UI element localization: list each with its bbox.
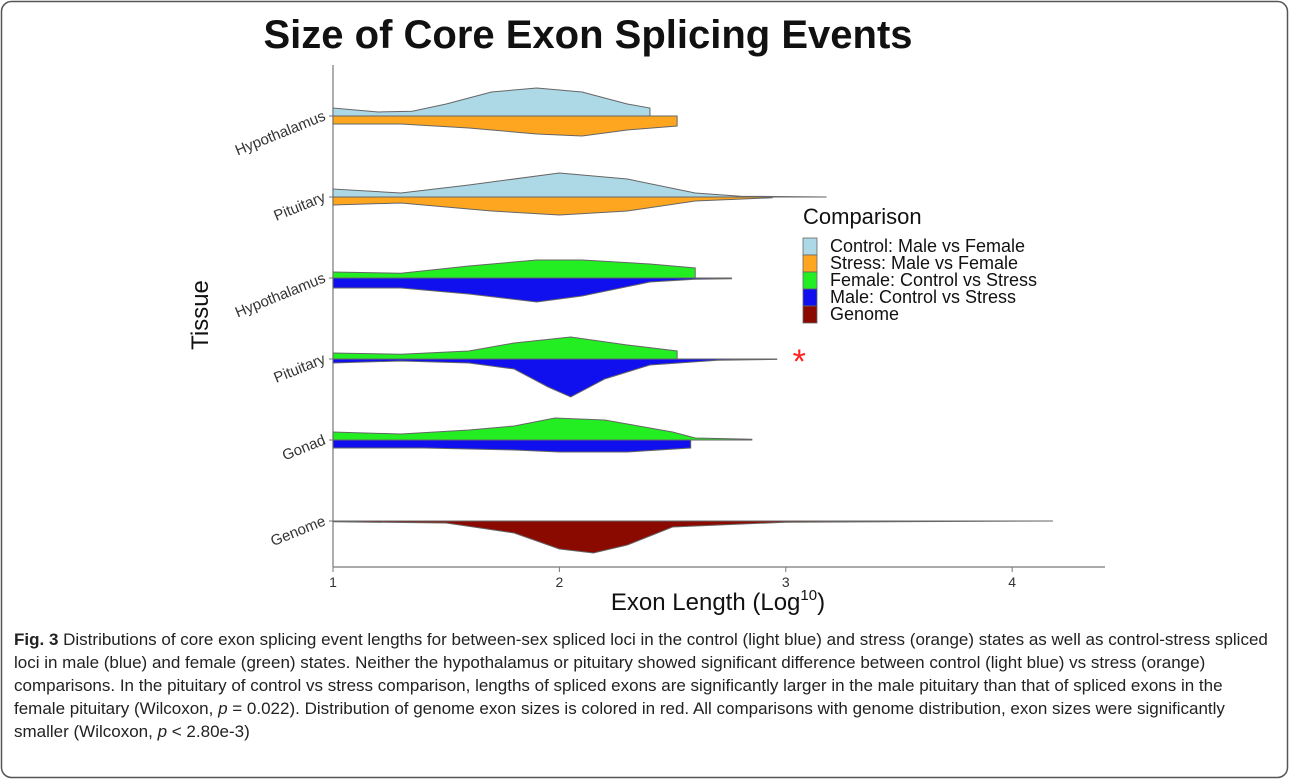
y-tick-label: Hypothalamus (233, 108, 328, 160)
violin-half (332, 196, 773, 216)
legend-title: Comparison (803, 204, 922, 229)
legend-label: Female: Control vs Stress (830, 270, 1037, 290)
x-tick-label: 2 (555, 574, 563, 590)
legend-swatch (802, 271, 818, 290)
chart-title: Size of Core Exon Splicing Events (263, 13, 912, 57)
y-tick-label: Genome (268, 513, 328, 550)
legend-label: Control: Male vs Female (830, 236, 1025, 256)
x-tick-label: 4 (1008, 574, 1016, 590)
annotation: * (793, 343, 806, 381)
violin-half (332, 439, 692, 453)
x-label-sup: 10 (800, 587, 817, 604)
violin-half (332, 417, 753, 441)
x-label-close: ) (817, 589, 825, 616)
violin-half (332, 336, 678, 360)
x-tick-label: 1 (329, 574, 337, 590)
legend-swatch (802, 254, 818, 273)
legend-swatch (802, 288, 818, 307)
violin-half (332, 172, 827, 198)
caption-italic: p (218, 699, 228, 718)
caption-text: = 0.022). Distribution of genome exon si… (14, 699, 1225, 741)
y-tick-label: Gonad (280, 432, 328, 465)
legend-swatch (802, 237, 818, 256)
legend-label: Genome (830, 304, 899, 324)
y-tick-label: Pituitary (271, 350, 328, 386)
x-label-text: Exon Length (Log (611, 589, 800, 616)
legend-swatch (802, 305, 818, 324)
violin-half (332, 520, 1053, 554)
x-axis-label: Exon Length (Log10) (611, 587, 825, 616)
legend-label: Male: Control vs Stress (830, 287, 1016, 307)
caption-text: < 2.80e-3) (167, 722, 250, 741)
violin-half (332, 277, 732, 303)
caption-text: Distributions of core exon splicing even… (14, 630, 1268, 718)
y-axis-label: Tissue (187, 280, 214, 350)
x-tick-label: 3 (782, 574, 790, 590)
y-tick-label: Pituitary (271, 188, 328, 224)
violin-half (332, 115, 678, 137)
caption-italic: p (157, 722, 168, 741)
y-tick-label: Hypothalamus (233, 270, 328, 322)
legend-label: Stress: Male vs Female (830, 253, 1018, 273)
caption-label: Fig. 3 (14, 630, 59, 649)
violin-half (332, 87, 651, 117)
violin-half (332, 259, 696, 279)
caption: Fig. 3 Distributions of core exon splici… (14, 628, 1276, 743)
violin-half (332, 358, 778, 398)
